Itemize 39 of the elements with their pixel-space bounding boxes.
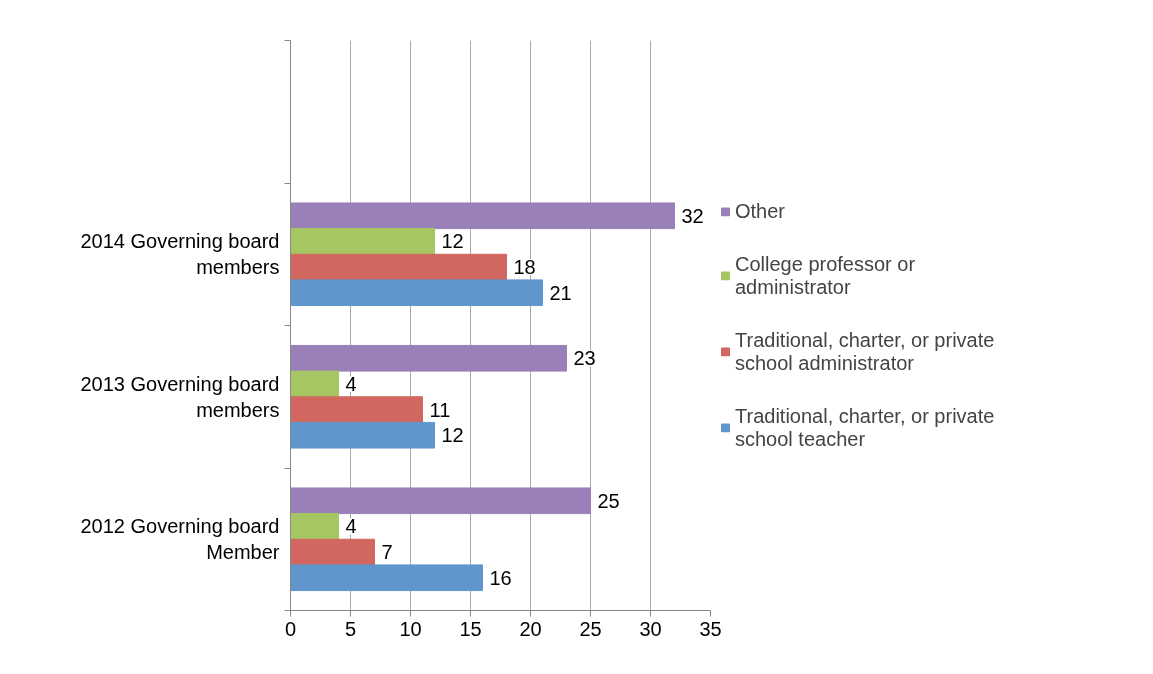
x-tick-label: 25 [579,617,602,640]
data-label: 21 [549,281,572,304]
bar [290,202,675,230]
bar [290,279,543,307]
bar [290,421,435,449]
bar [290,487,591,515]
data-label: 4 [345,372,357,395]
bar [290,513,339,540]
y-tick-label: 2013 Governing board members [80,372,280,421]
x-tick-label: 30 [639,617,662,640]
bar [290,538,375,566]
legend-label: Traditional, charter, or private school administrator [735,328,995,375]
legend-label: College professor or administrator [735,252,916,299]
x-tick-label: 5 [344,617,357,640]
x-tick-label: 15 [459,617,482,640]
data-label: 11 [429,398,451,421]
data-label: 12 [441,230,464,253]
data-label: 4 [345,515,357,538]
legend-label: Other [735,199,786,223]
data-label: 12 [441,424,464,447]
bar [290,370,339,398]
x-tick-label: 20 [519,617,542,640]
y-tick-label: 2012 Governing board Member [80,515,280,564]
bar [290,253,507,281]
data-label: 7 [381,541,393,564]
data-label: 25 [597,489,620,512]
x-tick-label: 0 [284,617,297,640]
bar [290,344,567,372]
x-tick-label: 10 [399,617,422,640]
bar [290,564,483,592]
y-tick-label: 2014 Governing board members [80,230,280,279]
legend-label: Traditional, charter, or private school teacher [735,404,995,451]
data-label: 32 [681,204,704,227]
bar [290,396,423,423]
bar [290,228,435,255]
data-label: 18 [513,256,536,279]
data-label: 16 [489,566,512,589]
x-tick-label: 35 [699,617,722,640]
data-label: 23 [573,347,596,370]
